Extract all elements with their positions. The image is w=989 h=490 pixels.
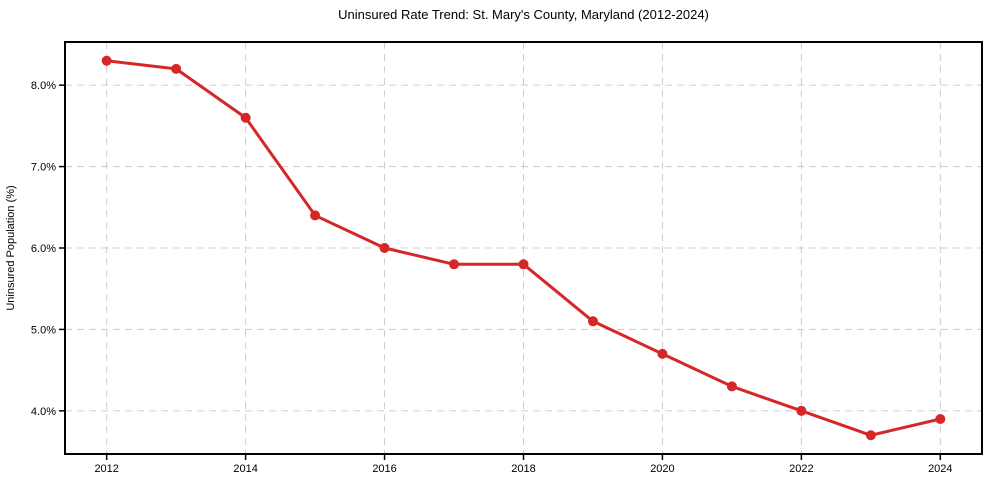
- data-point: [657, 348, 668, 359]
- x-tick-label: 2014: [233, 463, 257, 475]
- data-point: [171, 63, 182, 74]
- x-tick-label: 2012: [94, 463, 118, 475]
- data-point: [726, 381, 737, 392]
- data-point: [310, 210, 321, 221]
- data-point: [379, 243, 390, 253]
- y-tick-label: 5.0%: [31, 324, 56, 336]
- data-point: [587, 316, 598, 327]
- data-point: [935, 413, 946, 424]
- data-point: [449, 259, 460, 270]
- y-axis-label: Uninsured Population (%): [5, 185, 17, 310]
- y-tick-label: 8.0%: [31, 80, 56, 92]
- x-tick-label: 2020: [650, 463, 674, 475]
- y-tick-label: 7.0%: [31, 162, 56, 174]
- data-point: [796, 405, 807, 416]
- x-tick-label: 2024: [928, 463, 952, 475]
- data-point: [865, 430, 876, 441]
- x-tick-label: 2016: [372, 463, 396, 475]
- x-tick-label: 2022: [789, 463, 813, 475]
- data-point: [101, 55, 112, 66]
- x-tick-label: 2018: [511, 463, 535, 475]
- y-tick-label: 4.0%: [31, 406, 56, 418]
- y-tick-label: 6.0%: [31, 243, 56, 255]
- data-point: [518, 259, 529, 270]
- chart-title: Uninsured Rate Trend: St. Mary's County,…: [338, 7, 709, 22]
- data-point: [240, 112, 251, 123]
